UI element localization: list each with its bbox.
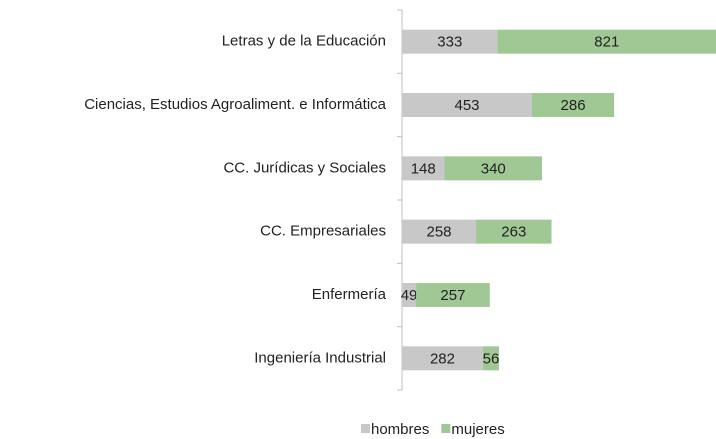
bar-segment [402, 93, 533, 117]
data-label: 333 [437, 34, 462, 51]
bar-segment [402, 283, 417, 307]
data-label: 286 [561, 97, 586, 114]
data-label: 56 [483, 350, 500, 367]
data-label: 821 [594, 34, 619, 51]
bar-segment [532, 93, 615, 117]
legend-label: hombres [371, 421, 429, 438]
category-label: Enfermería [312, 286, 387, 303]
data-label: 148 [411, 160, 436, 177]
legend-label: mujeres [451, 421, 504, 438]
legend-swatch [441, 424, 451, 433]
category-label: Ingeniería Industrial [254, 349, 386, 366]
bar-segment [402, 346, 483, 371]
category-label: Ciencias, Estudios Agroaliment. e Inform… [84, 96, 386, 113]
data-label: 257 [440, 287, 465, 304]
category-label: Letras y de la Educación [222, 33, 386, 50]
bar-segment [497, 29, 716, 54]
category-label: CC. Jurídicas y Sociales [223, 159, 386, 176]
bar-segment [402, 219, 477, 244]
bar-segment [476, 219, 552, 244]
bar-segment [416, 283, 490, 307]
data-label: 258 [427, 224, 452, 241]
data-label: 49 [401, 287, 418, 304]
bar-segment [402, 156, 445, 181]
bar-segment [444, 156, 543, 181]
category-label: CC. Empresariales [260, 223, 386, 240]
bar-segment [482, 346, 500, 371]
data-label: 340 [481, 160, 506, 177]
legend-swatch [361, 424, 370, 433]
bar-segment [402, 29, 498, 54]
data-label: 282 [430, 350, 455, 367]
data-label: 263 [501, 224, 526, 241]
data-label: 453 [454, 97, 479, 114]
